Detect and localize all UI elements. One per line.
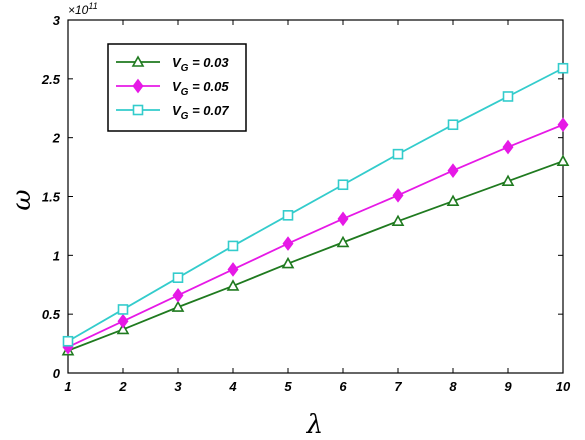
x-tick-label: 9	[504, 379, 512, 394]
data-point	[556, 154, 570, 166]
series-line	[67, 67, 564, 343]
legend-label: VG = 0.07	[172, 103, 229, 122]
x-tick-label: 3	[174, 379, 182, 394]
data-point	[227, 240, 239, 252]
y-exponent-label: ×1011	[68, 1, 98, 17]
legend-box	[107, 43, 247, 132]
axis-ticks: 1 2 3 4 5 6 7 8 9 10 0 0.5 1 1.5 2 2.5 3	[41, 13, 571, 394]
x-tick-label: 1	[64, 379, 71, 394]
x-tick-label: 8	[449, 379, 457, 394]
y-tick-label: 0	[53, 366, 61, 381]
y-tick-label: 1	[53, 248, 60, 263]
data-point	[172, 288, 184, 303]
data-point	[117, 313, 129, 329]
legend-marker	[132, 78, 144, 94]
y-tick-label: 2	[52, 131, 61, 146]
series-1	[62, 117, 569, 355]
x-tick-label: 5	[284, 379, 292, 394]
data-point	[336, 235, 350, 248]
x-tick-label: 6	[339, 379, 347, 394]
legend-label: VG = 0.03	[172, 55, 229, 74]
data-point	[172, 272, 184, 283]
legend-item: VG = 0.07	[116, 103, 229, 122]
data-point	[62, 335, 74, 347]
data-point	[117, 304, 129, 315]
series-line	[67, 160, 564, 352]
y-axis-label: ω	[7, 189, 37, 210]
legend-item: VG = 0.03	[116, 55, 229, 74]
data-point	[501, 174, 515, 187]
legend-marker	[132, 104, 144, 116]
legend: VG = 0.03 VG = 0.05 VG = 0.07	[107, 43, 247, 132]
data-point	[337, 179, 349, 191]
data-point	[391, 214, 405, 227]
y-tick-label: 0.5	[42, 307, 61, 322]
data-point	[282, 210, 294, 221]
data-point	[226, 279, 240, 291]
data-point	[392, 187, 404, 203]
legend-label: VG = 0.05	[172, 79, 229, 98]
series-2	[62, 62, 569, 347]
data-point	[281, 256, 295, 269]
data-point	[502, 91, 514, 102]
data-point	[171, 300, 185, 312]
series-layer	[61, 62, 570, 356]
x-tick-label: 10	[556, 379, 571, 394]
data-point	[116, 322, 130, 335]
legend-marker	[131, 55, 145, 67]
data-point	[392, 148, 404, 160]
data-point	[557, 62, 569, 74]
data-point	[282, 236, 294, 251]
data-point	[447, 119, 459, 131]
y-tick-label: 3	[53, 13, 61, 28]
series-line	[67, 123, 564, 348]
data-point	[447, 163, 459, 178]
legend-item: VG = 0.05	[116, 78, 229, 98]
data-point	[502, 139, 514, 155]
x-tick-label: 2	[118, 379, 127, 394]
x-axis-label: λ	[306, 410, 323, 440]
data-point	[337, 211, 349, 227]
y-tick-label: 2.5	[41, 72, 61, 87]
data-point	[227, 262, 239, 277]
x-tick-label: 4	[228, 379, 237, 394]
data-point	[446, 194, 460, 207]
data-point	[557, 117, 569, 133]
x-tick-label: 7	[394, 379, 402, 394]
y-tick-label: 1.5	[42, 190, 61, 205]
